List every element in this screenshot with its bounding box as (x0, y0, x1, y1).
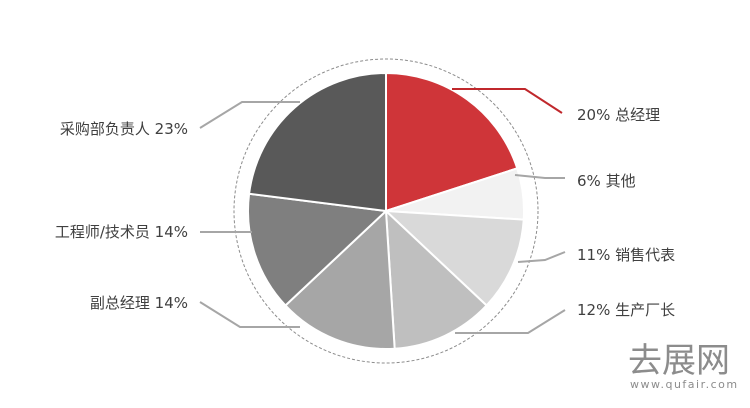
slice-label-5: 工程师/技术员 14% (55, 223, 188, 241)
watermark-logo: 去展网 (628, 341, 730, 381)
pie-slice-0 (385, 71, 519, 213)
leader-line-3 (455, 309, 566, 334)
dashed-outline (233, 58, 539, 364)
leader-line-0 (452, 88, 563, 114)
leader-line-1 (514, 174, 565, 179)
pie-slice-2 (383, 209, 525, 307)
leader-line-4 (199, 301, 300, 328)
pie-slice-4 (283, 208, 396, 350)
slice-label-1: 6% 其他 (577, 172, 636, 190)
slice-label-6: 采购部负责人 23% (60, 120, 188, 138)
leader-line-2 (517, 251, 566, 263)
pie-slice-6 (247, 71, 387, 213)
slice-label-2: 11% 销售代表 (577, 246, 675, 264)
slice-label-4: 副总经理 14% (90, 294, 188, 312)
slice-label-3: 12% 生产厂长 (577, 301, 675, 319)
slice-label-0: 20% 总经理 (577, 106, 660, 124)
pie-slice-3 (384, 208, 489, 350)
watermark-url: www.qufair.com (630, 378, 739, 391)
pie-slice-5 (247, 192, 389, 307)
leader-line-6 (199, 101, 300, 129)
